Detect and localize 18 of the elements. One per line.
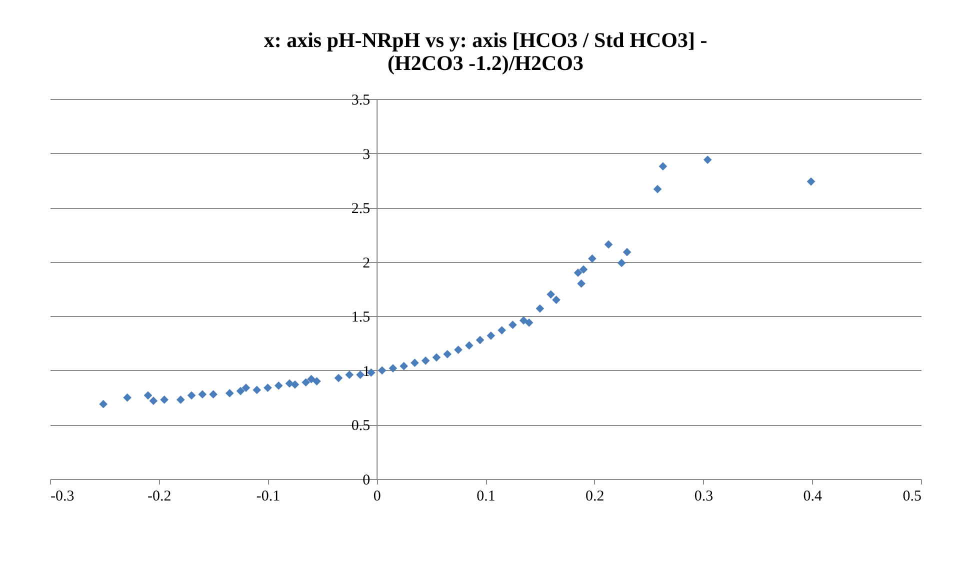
chart-title: x: axis pH-NRpH vs y: axis [HCO3 / Std HCO3] - (H2CO3 -1.2)/H2CO3 — [264, 28, 708, 75]
x-tick-label: 0.1 — [476, 488, 496, 504]
x-tick-label: 0.2 — [586, 488, 604, 504]
y-tick-label: 3.5 — [351, 92, 370, 108]
x-tick-label: 0.5 — [902, 488, 922, 504]
y-tick-label: 3 — [362, 146, 370, 163]
y-tick-label: 2.5 — [351, 201, 370, 218]
x-tick-label: -0.1 — [256, 488, 280, 504]
y-tick-label: 1 — [362, 364, 370, 380]
x-tick-label: 0 — [373, 488, 381, 504]
x-tick-label: -0.2 — [148, 488, 172, 504]
y-tick-label: 0.5 — [351, 418, 370, 434]
y-tick-label: 0 — [362, 472, 370, 488]
x-tick-label: -0.3 — [50, 488, 74, 504]
x-tick-label: 0.3 — [694, 488, 714, 504]
x-tick-label: 0.4 — [803, 488, 822, 504]
y-tick-label: 1.5 — [351, 310, 370, 326]
y-tick-label: 2 — [362, 255, 370, 272]
